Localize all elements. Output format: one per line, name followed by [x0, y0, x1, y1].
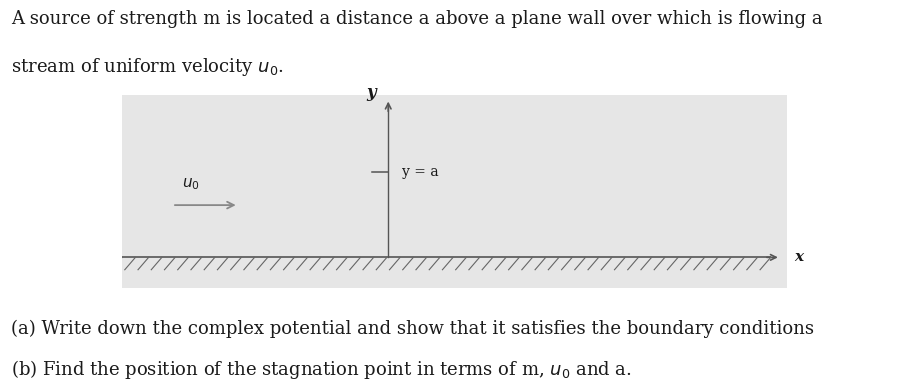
- Text: $u_0$: $u_0$: [182, 176, 200, 192]
- Text: (b) Find the position of the stagnation point in terms of m, $u_0$ and a.: (b) Find the position of the stagnation …: [11, 358, 632, 381]
- Text: y: y: [367, 84, 376, 101]
- Text: A source of strength m is located a distance a above a plane wall over which is : A source of strength m is located a dist…: [11, 10, 823, 28]
- Text: x: x: [794, 250, 803, 264]
- Text: stream of uniform velocity $u_0$.: stream of uniform velocity $u_0$.: [11, 56, 283, 78]
- Text: y = a: y = a: [402, 165, 438, 179]
- Text: (a) Write down the complex potential and show that it satisfies the boundary con: (a) Write down the complex potential and…: [11, 319, 814, 337]
